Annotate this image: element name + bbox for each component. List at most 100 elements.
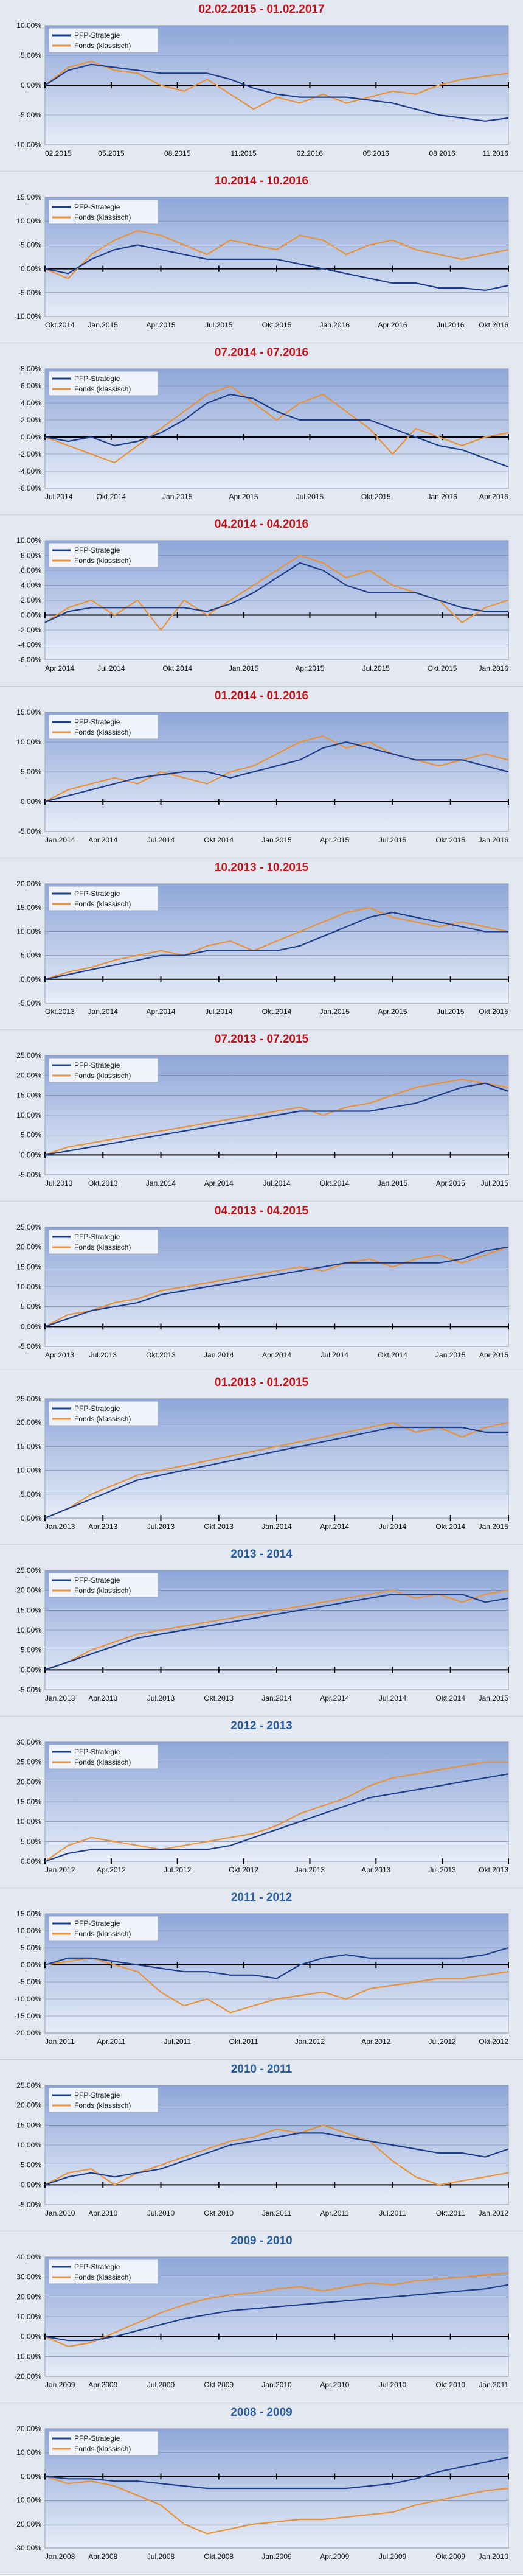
y-tick-label: 5,00% xyxy=(21,240,41,249)
x-tick-label: Jul.2009 xyxy=(147,2381,175,2389)
x-tick-label: Jan.2010 xyxy=(45,2209,75,2217)
series-line-fonds-klassisch xyxy=(44,907,509,980)
series-line-fonds-klassisch xyxy=(44,1761,508,1862)
series-line-fonds-klassisch xyxy=(44,2124,509,2186)
chart-panel: 04.2013 - 04.2015 25,00% 20,00% 15,00% 10,00… xyxy=(0,1202,523,1373)
x-tick-label: Jan.2015 xyxy=(229,664,259,673)
legend-box xyxy=(48,2259,159,2284)
y-tick-label: 15,00% xyxy=(16,1909,41,1918)
y-tick-label: 20,00% xyxy=(16,2101,41,2110)
x-tick-label: Apr.2015 xyxy=(436,1179,465,1188)
x-tick-label: 08.2016 xyxy=(429,149,455,158)
legend-box xyxy=(48,1057,159,1083)
chart-svg: 15,00% 10,00% 5,00% 0,00% -5,00% -10,00% -15,0… xyxy=(14,1909,509,2046)
x-tick-label: Okt.2014 xyxy=(435,1522,465,1531)
chart-title: 10.2014 - 10.2016 xyxy=(214,175,309,187)
chart-panel: 07.2014 - 07.2016 8,00% 6,00% 4,00% 2,00% 0,0… xyxy=(0,343,523,515)
series-line-pfp-strategie xyxy=(44,2284,509,2342)
series-line-pfp-strategie xyxy=(44,741,509,803)
x-tick-label: Jan.2015 xyxy=(479,1694,509,1703)
legend-label: PFP-Strategie xyxy=(74,718,120,726)
y-tick-label: 0,00% xyxy=(21,1857,41,1866)
x-tick-label: Okt.2014 xyxy=(97,492,126,501)
x-tick-label: Apr.2016 xyxy=(479,492,508,501)
x-tick-label: Jan.2014 xyxy=(45,836,75,844)
x-tick-label: 08.2015 xyxy=(164,149,191,158)
legend-label: Fonds (klassisch) xyxy=(74,2101,131,2110)
y-tick-label: -4,00% xyxy=(18,641,41,649)
y-tick-label: 30,00% xyxy=(16,1738,41,1746)
x-tick-label: Okt.2015 xyxy=(479,1007,508,1016)
y-tick-label: 10,00% xyxy=(16,1927,41,1935)
legend-box xyxy=(48,1744,159,1769)
y-tick-label: 2,00% xyxy=(21,596,41,604)
x-tick-label: Apr.2014 xyxy=(204,1179,234,1188)
x-tick-label: Jul.2014 xyxy=(205,1007,233,1016)
chart-panel: 2010 - 2011 25,00% 20,00% 15,00% 10,00% 5,00%… xyxy=(0,2060,523,2231)
series-line-pfp-strategie xyxy=(44,1246,509,1328)
legend-box xyxy=(48,886,159,911)
x-tick-label: Apr.2015 xyxy=(479,1351,508,1359)
chart-svg: 15,00% 10,00% 5,00% 0,00% -5,00% Jan.2014 Apr.… xyxy=(16,708,509,844)
x-tick-label: Jan.2016 xyxy=(479,836,509,844)
y-tick-label: 10,00% xyxy=(16,2448,41,2457)
y-tick-label: 0,00% xyxy=(21,2472,41,2480)
y-tick-label: 15,00% xyxy=(16,1797,41,1806)
y-tick-label: 5,00% xyxy=(21,51,41,60)
chart-panel: 01.2013 - 01.2015 25,00% 20,00% 15,00% 10,00… xyxy=(0,1373,523,1545)
y-tick-label: -5,00% xyxy=(18,1978,41,1986)
x-tick-label: Jan.2011 xyxy=(262,2209,292,2217)
x-tick-label: 02.2016 xyxy=(297,149,324,158)
chart-svg: 20,00% 15,00% 10,00% 5,00% 0,00% -5,00% Okt.20… xyxy=(16,880,509,1016)
y-tick-label: 15,00% xyxy=(16,2121,41,2129)
legend-label: PFP-Strategie xyxy=(74,2434,120,2443)
y-tick-label: 0,00% xyxy=(21,81,41,89)
y-tick-label: 0,00% xyxy=(21,1322,41,1331)
y-tick-label: 0,00% xyxy=(21,797,41,806)
x-tick-label: Okt.2013 xyxy=(88,1179,118,1188)
legend-label: PFP-Strategie xyxy=(74,1576,120,1584)
series-line-pfp-strategie xyxy=(44,63,509,122)
x-tick-label: Jul.2011 xyxy=(379,2209,406,2217)
y-tick-label: 10,00% xyxy=(16,927,41,936)
x-tick-label: Okt.2014 xyxy=(162,664,192,673)
y-tick-label: 30,00% xyxy=(16,2273,41,2281)
chart-title: 2008 - 2009 xyxy=(230,2406,293,2419)
x-tick-label: Jul.2013 xyxy=(428,1866,456,1874)
x-tick-label: Okt.2008 xyxy=(204,2552,234,2561)
y-tick-label: 5,00% xyxy=(21,1944,41,1952)
x-tick-label: Apr.2014 xyxy=(262,1351,291,1359)
x-tick-label: Jan.2014 xyxy=(262,1694,292,1703)
chart-svg: 15,00% 10,00% 5,00% 0,00% -5,00% -10,00% Okt.2… xyxy=(14,193,509,329)
x-tick-label: Jul.2008 xyxy=(147,2552,175,2561)
series-line-fonds-klassisch xyxy=(44,1079,509,1156)
y-tick-label: 10,00% xyxy=(16,1111,41,1119)
x-tick-label: Apr.2011 xyxy=(97,2037,125,2046)
x-tick-label: Jan.2013 xyxy=(295,1866,325,1874)
x-tick-label: Apr.2014 xyxy=(320,1694,349,1703)
y-tick-label: 5,00% xyxy=(21,2161,41,2169)
series-line-pfp-strategie xyxy=(44,1594,509,1671)
y-tick-label: 0,00% xyxy=(21,2180,41,2189)
series-line-pfp-strategie xyxy=(44,1947,509,1979)
legend-label: PFP-Strategie xyxy=(74,546,120,555)
x-tick-label: Okt.2014 xyxy=(320,1179,350,1188)
series-line-pfp-strategie xyxy=(44,1082,509,1156)
x-tick-label: Jan.2010 xyxy=(262,2381,292,2389)
x-tick-label: Jul.2012 xyxy=(164,1866,192,1874)
y-tick-label: 5,00% xyxy=(21,768,41,776)
x-tick-label: Apr.2014 xyxy=(88,836,117,844)
y-tick-label: 4,00% xyxy=(21,581,41,590)
y-tick-label: -5,00% xyxy=(18,827,41,836)
legend-label: Fonds (klassisch) xyxy=(74,900,131,908)
x-tick-label: Okt.2013 xyxy=(204,1522,234,1531)
chart-svg: 25,00% 20,00% 15,00% 10,00% 5,00% 0,00% -5,00%… xyxy=(16,1566,509,1703)
y-tick-label: 10,00% xyxy=(16,1626,41,1634)
y-tick-label: 25,00% xyxy=(16,1395,41,1403)
y-tick-label: -6,00% xyxy=(18,484,41,492)
x-tick-label: Okt.2013 xyxy=(204,1694,234,1703)
chart-panel: 10.2014 - 10.2016 15,00% 10,00% 5,00% 0,00% -… xyxy=(0,172,523,343)
